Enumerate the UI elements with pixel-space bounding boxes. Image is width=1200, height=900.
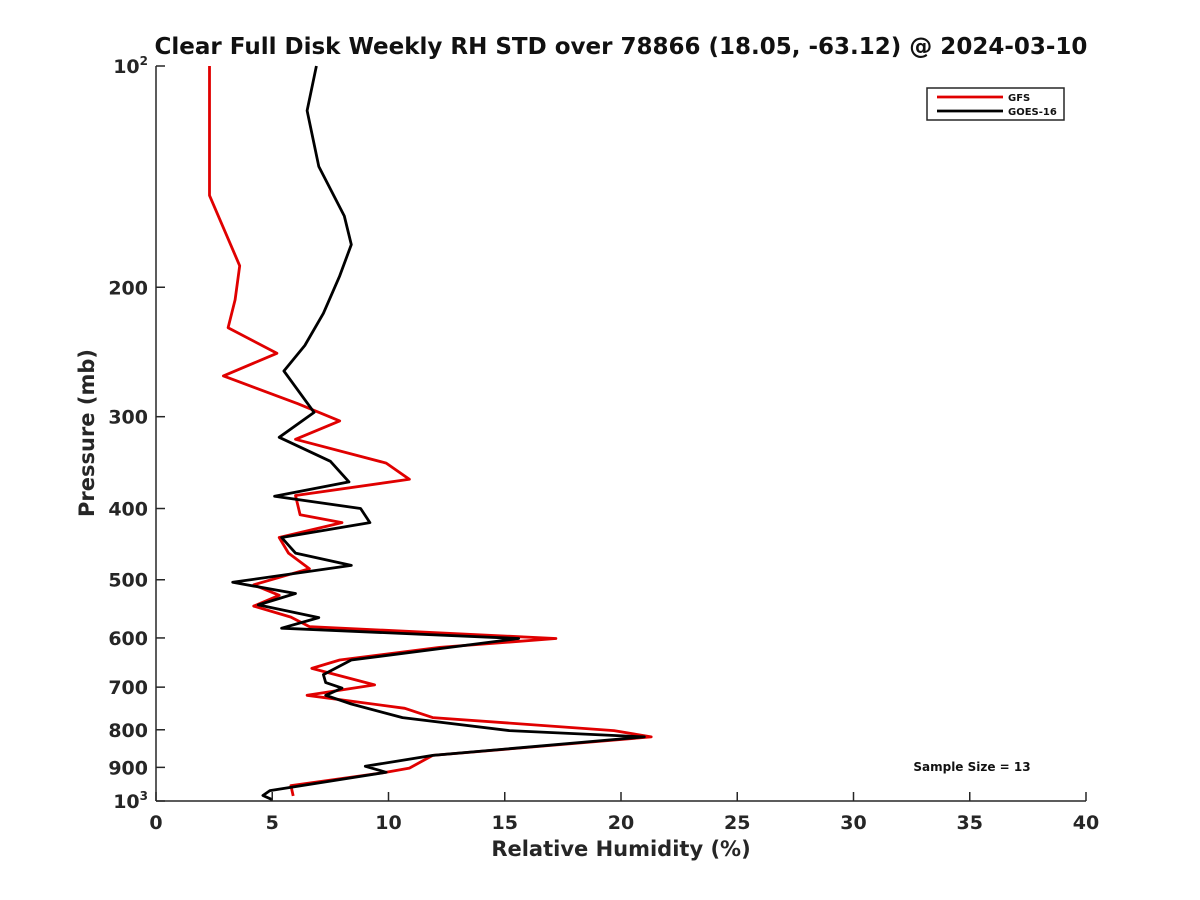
- legend-box: [926, 87, 1065, 121]
- legend: GFS GOES-16: [926, 87, 1065, 121]
- x-tick-label: 0: [149, 812, 162, 834]
- y-tick-label: 700: [108, 677, 148, 699]
- y-axis-ticks: 102 200 300 400 500 600 700 800 900 103: [108, 54, 165, 813]
- y-tick-label: 400: [108, 499, 148, 521]
- y-tick-label: 600: [108, 628, 148, 650]
- x-tick-label: 10: [375, 812, 401, 834]
- y-tick-label: 500: [108, 570, 148, 592]
- series-line-gfs: [208, 66, 653, 797]
- x-axis-ticks: 0 5 10 15 20 25 30 35 40: [149, 792, 1099, 834]
- x-tick-label: 40: [1073, 812, 1099, 834]
- x-axis-label: Relative Humidity (%): [491, 837, 750, 861]
- y-tick-label: 900: [108, 757, 148, 779]
- legend-label-gfs: GFS: [1008, 93, 1030, 104]
- y-tick-label: 300: [108, 407, 148, 429]
- plot-area: [155, 65, 1086, 802]
- x-tick-label: 20: [608, 812, 634, 834]
- series-line-goes-16: [231, 65, 646, 801]
- y-tick-label: 102: [113, 54, 148, 78]
- sample-size-annotation: Sample Size = 13: [913, 760, 1030, 774]
- x-tick-label: 30: [840, 812, 866, 834]
- y-tick-label: 103: [113, 789, 148, 813]
- x-tick-label: 15: [492, 812, 518, 834]
- series-layer: [208, 65, 653, 801]
- x-tick-label: 25: [724, 812, 750, 834]
- y-tick-label: 200: [108, 277, 148, 299]
- legend-label-goes-16: GOES-16: [1008, 107, 1057, 118]
- y-axis-label: Pressure (mb): [75, 349, 99, 517]
- x-tick-label: 5: [266, 812, 279, 834]
- chart-title: Clear Full Disk Weekly RH STD over 78866…: [155, 34, 1088, 60]
- y-tick-label: 800: [108, 720, 148, 742]
- x-tick-label: 35: [957, 812, 983, 834]
